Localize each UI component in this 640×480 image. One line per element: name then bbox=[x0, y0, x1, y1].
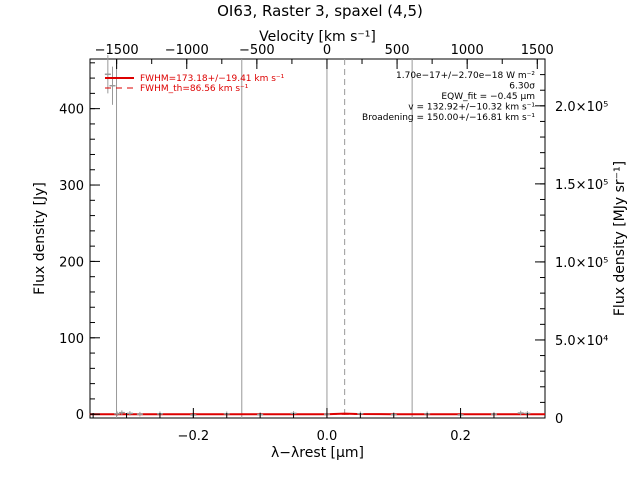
x-tick-label: 0.2 bbox=[450, 429, 471, 444]
plot-frame bbox=[89, 58, 546, 419]
top-axis-label: Velocity [km s⁻¹] bbox=[259, 29, 376, 45]
right-tick-label: 1.5×10⁵ bbox=[555, 178, 608, 193]
x-tick-label: −0.2 bbox=[178, 429, 210, 444]
y-tick-label: 200 bbox=[59, 255, 84, 270]
top-tick-label: −500 bbox=[239, 43, 275, 58]
right-tick-label: 5.0×10⁴ bbox=[555, 334, 608, 349]
annotation-line: Broadening = 150.00+/−16.81 km s⁻¹ bbox=[362, 113, 535, 123]
y-tick-label: 0 bbox=[76, 408, 84, 423]
chart-title: OI63, Raster 3, spaxel (4,5) bbox=[217, 2, 423, 20]
legend-label: FWHM_th=86.56 km s⁻¹ bbox=[140, 84, 249, 94]
y-tick-label: 400 bbox=[59, 103, 84, 118]
top-tick-label: 1500 bbox=[521, 43, 554, 58]
top-tick-label: 0 bbox=[323, 43, 331, 58]
annotation-line: v = 132.92+/−10.32 km s⁻¹ bbox=[408, 103, 535, 113]
top-tick-label: 500 bbox=[385, 43, 410, 58]
y-tick-label: 300 bbox=[59, 179, 84, 194]
axis-labels: −0.2 0.0 0.2−1500 −1000 −500 0 500 1000 15000100… bbox=[32, 29, 628, 461]
annotation-line: 1.70e−17+/−2.70e−18 W m⁻² bbox=[396, 71, 535, 81]
x-axis-label: λ−λrest [μm] bbox=[271, 445, 364, 461]
plot-area bbox=[89, 55, 546, 419]
top-tick-label: −1000 bbox=[165, 43, 209, 58]
right-tick-label: 2.0×10⁵ bbox=[555, 100, 608, 115]
right-axis-label: Flux density [MJy sr⁻¹] bbox=[612, 161, 628, 316]
fit-line bbox=[89, 412, 545, 416]
annotation-line: 6.30σ bbox=[509, 82, 535, 92]
annotation-line: EQW_fit = −0.45 μm bbox=[441, 92, 535, 102]
legend-label: FWHM=173.18+/−19.41 km s⁻¹ bbox=[140, 74, 285, 84]
x-tick-label: 0.0 bbox=[317, 429, 338, 444]
right-tick-label: 1.0×10⁵ bbox=[555, 256, 608, 271]
right-tick-label: 0 bbox=[555, 412, 563, 427]
top-tick-label: −1500 bbox=[95, 43, 139, 58]
y-tick-label: 100 bbox=[59, 332, 84, 347]
y-axis-label: Flux density [Jy] bbox=[32, 182, 48, 295]
top-tick-label: 1000 bbox=[451, 43, 484, 58]
legend: FWHM=173.18+/−19.41 km s⁻¹FWHM_th=86.56 … bbox=[105, 74, 285, 94]
